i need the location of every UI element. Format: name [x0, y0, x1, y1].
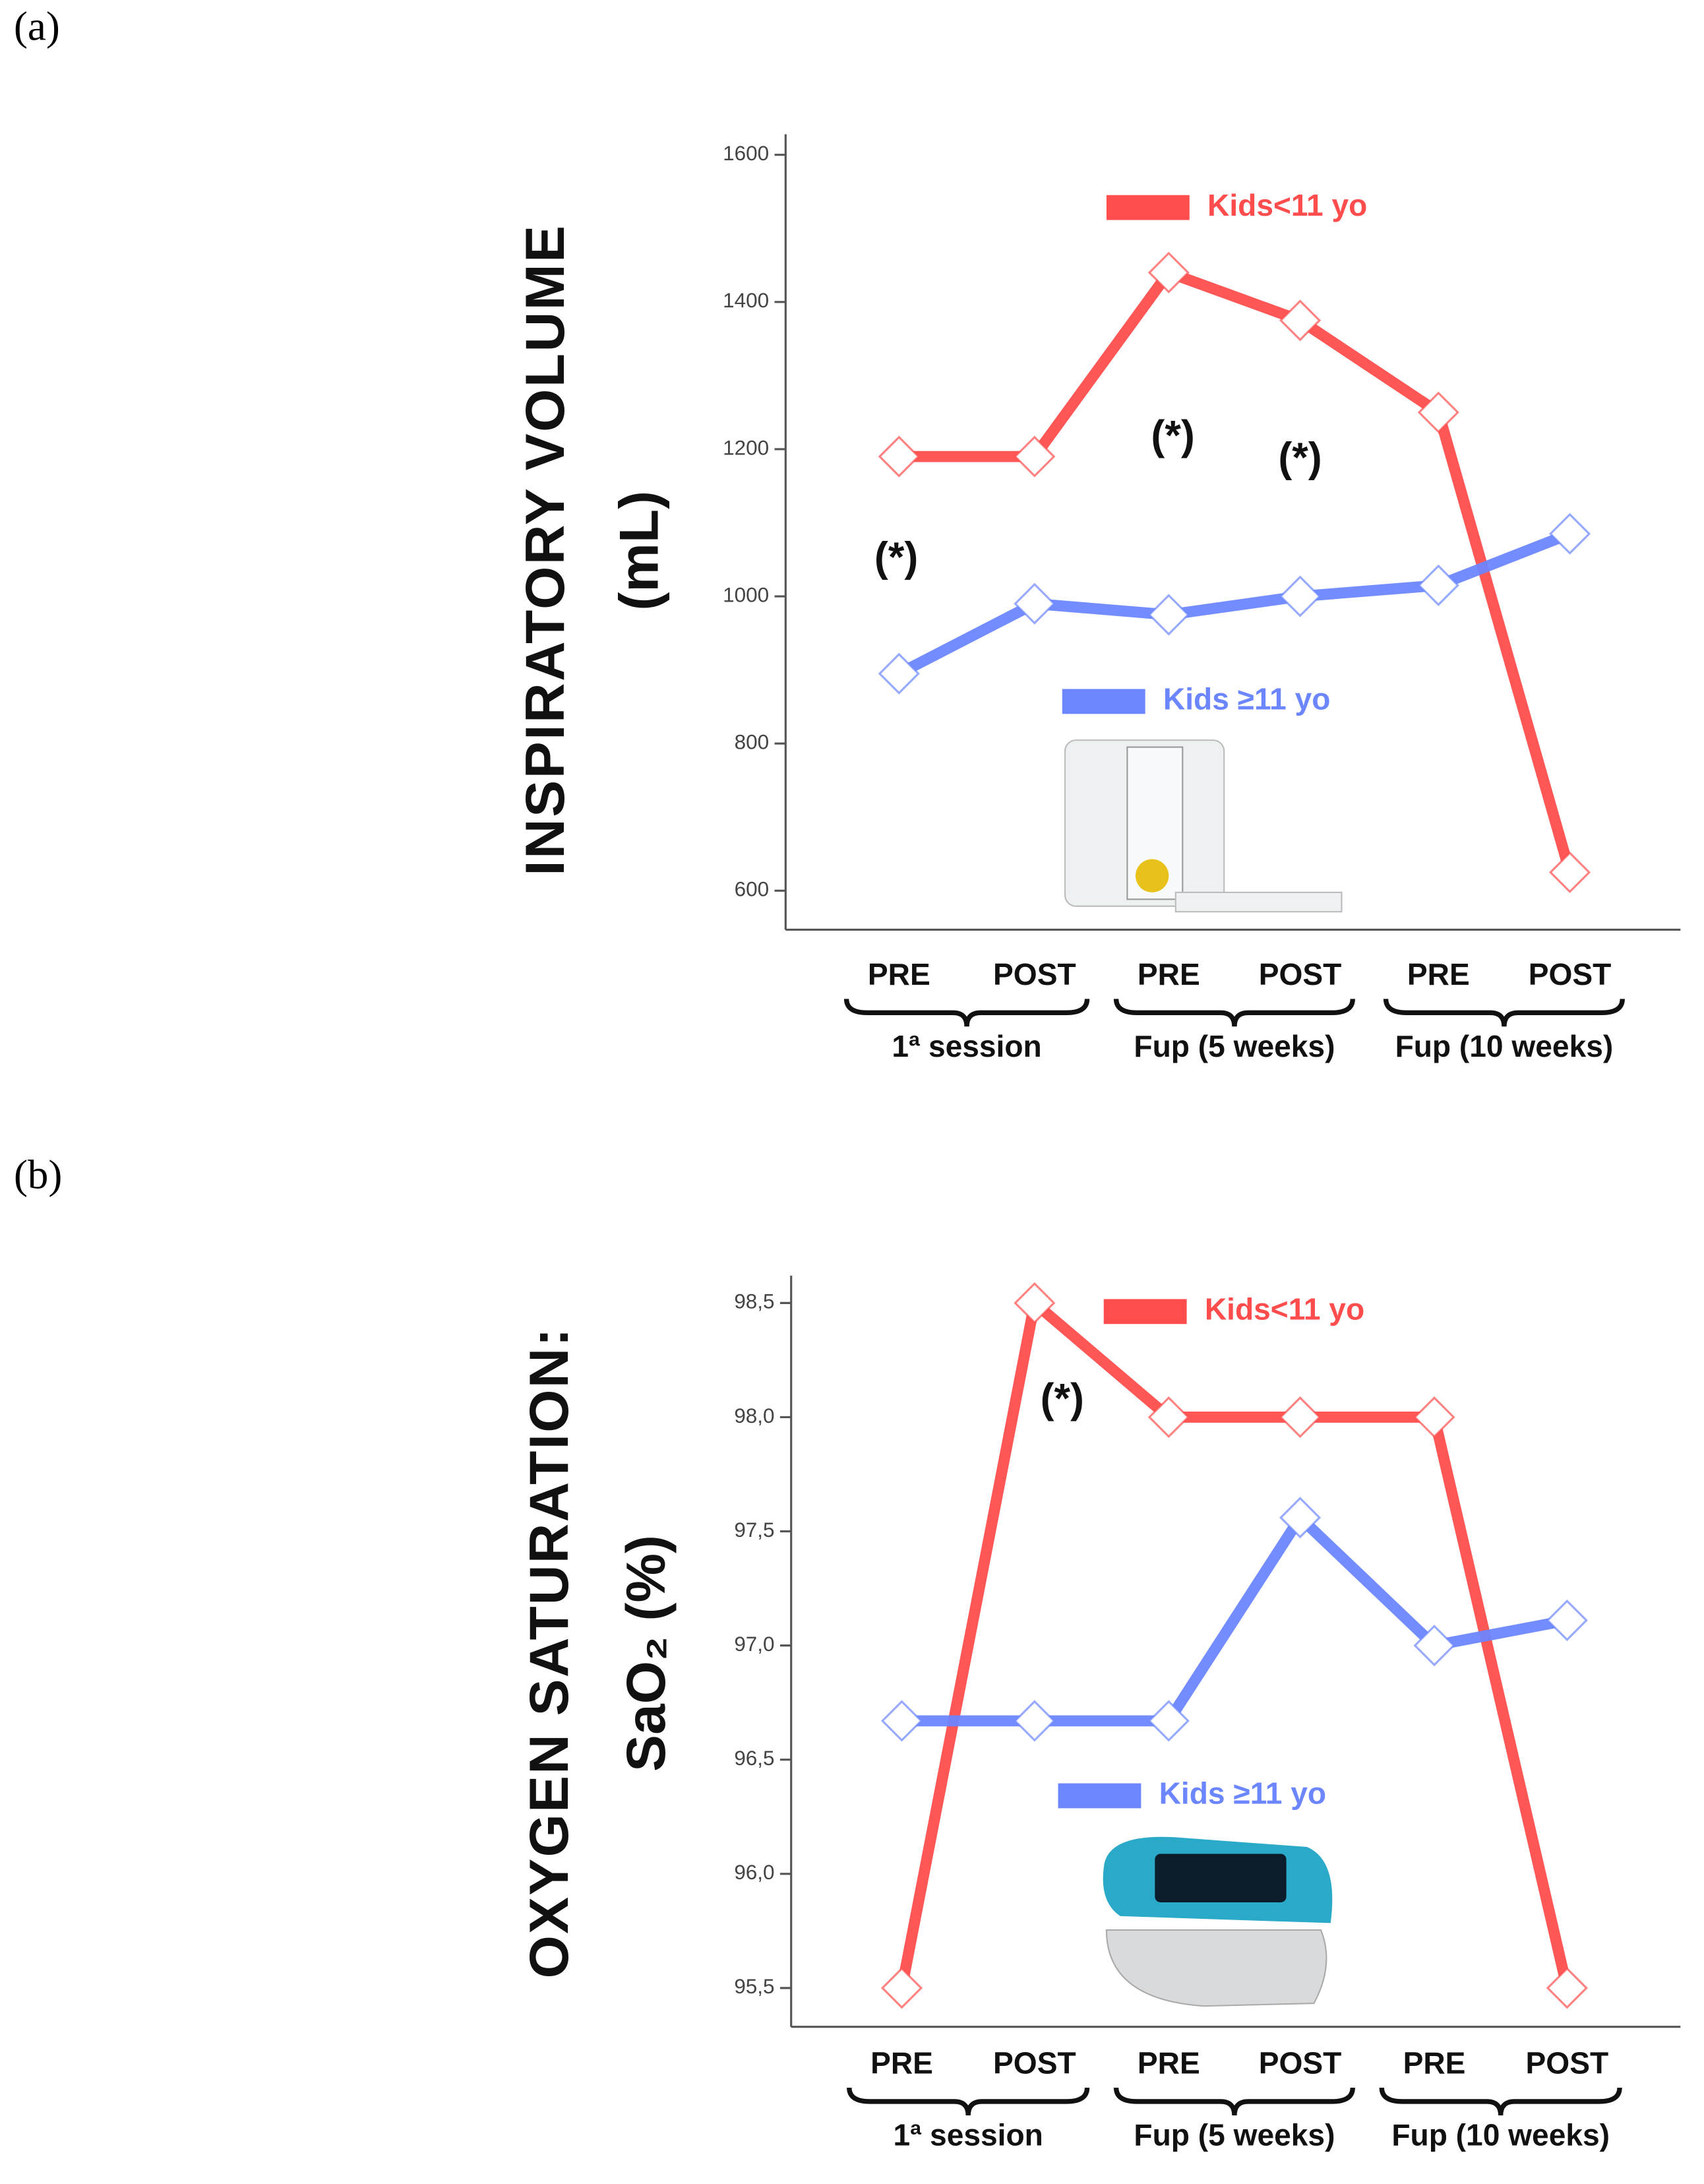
data-point	[1279, 299, 1322, 342]
legend-swatch	[1103, 1299, 1187, 1325]
legend-swatch	[1062, 689, 1145, 714]
y-tick-label: 600	[735, 878, 769, 901]
data-point	[1548, 851, 1591, 894]
x-tick-label: PRE	[870, 2046, 933, 2080]
group-label: 1ª session	[892, 1029, 1041, 1063]
group-label: 1ª session	[894, 2118, 1043, 2152]
annotation: (*)	[1041, 1375, 1084, 1421]
y-tick-label: 96,0	[734, 1861, 774, 1884]
x-tick-label: PRE	[1403, 2046, 1466, 2080]
data-point	[878, 652, 920, 695]
data-point	[1279, 575, 1322, 617]
group-brace	[847, 2087, 1090, 2116]
data-point	[1413, 1625, 1455, 1667]
data-point	[880, 1967, 923, 2009]
y-tick-label: 1600	[723, 142, 769, 165]
y-tick-label: 1000	[723, 583, 769, 606]
data-point	[880, 1700, 923, 1742]
data-point	[1546, 1599, 1588, 1642]
y-tick-label: 98,5	[734, 1290, 774, 1313]
x-tick-label: PRE	[868, 957, 930, 991]
data-point	[1417, 564, 1459, 606]
series-line	[899, 266, 1575, 874]
x-tick-label: PRE	[1138, 957, 1200, 991]
y-tick-label: 96,5	[734, 1747, 774, 1770]
y-tick-label: 1200	[723, 436, 769, 459]
y-axis-label: SaO₂ (%)	[615, 1535, 677, 1772]
x-tick-label: POST	[1529, 957, 1612, 991]
x-tick-label: POST	[1259, 2046, 1342, 2080]
data-point	[878, 435, 920, 478]
data-point	[1147, 1396, 1190, 1439]
annotation: (*)	[874, 534, 918, 580]
group-label: Fup (10 weeks)	[1395, 1029, 1614, 1063]
data-point	[1279, 1497, 1322, 1539]
data-point	[1014, 435, 1056, 478]
x-tick-label: POST	[1526, 2046, 1609, 2080]
annotation: (*)	[1151, 413, 1194, 459]
group-label: Fup (10 weeks)	[1391, 2118, 1610, 2152]
group-brace	[1113, 2087, 1355, 2116]
x-tick-label: PRE	[1138, 2046, 1200, 2080]
data-point	[1548, 513, 1591, 555]
panel-label: (a)	[14, 3, 60, 49]
data-point	[1147, 594, 1190, 636]
data-point	[1014, 1282, 1056, 1324]
legend-label: Kids ≥11 yo	[1163, 682, 1330, 716]
spirometer-image	[1064, 739, 1343, 913]
group-label: Fup (5 weeks)	[1134, 1029, 1335, 1063]
group-brace	[1383, 999, 1625, 1027]
data-point	[1014, 582, 1056, 625]
legend-label: Kids<11 yo	[1207, 188, 1367, 222]
group-brace	[1113, 999, 1355, 1027]
y-tick-label: 97,0	[734, 1633, 774, 1656]
group-brace	[1379, 2087, 1622, 2116]
y-tick-label: 97,5	[734, 1518, 774, 1542]
y-axis-label: OXYGEN SATURATION:	[518, 1328, 580, 1979]
panel-label: (b)	[14, 1151, 62, 1197]
data-point	[1417, 391, 1459, 433]
series-line	[901, 1512, 1568, 1727]
y-axis-label: INSPIRATORY VOLUME	[514, 226, 576, 876]
data-point	[1147, 251, 1190, 294]
series-line	[896, 1297, 1573, 1989]
annotation: (*)	[1278, 435, 1322, 481]
data-point	[1147, 1700, 1190, 1742]
y-tick-label: 1400	[723, 289, 769, 312]
y-tick-label: 800	[735, 731, 769, 754]
y-tick-label: 95,5	[734, 1975, 774, 1998]
series-line	[896, 528, 1572, 679]
group-brace	[843, 999, 1090, 1027]
x-tick-label: PRE	[1407, 957, 1470, 991]
x-tick-label: POST	[1259, 957, 1342, 991]
data-point	[1014, 1700, 1056, 1742]
group-label: Fup (5 weeks)	[1134, 2118, 1335, 2152]
legend-label: Kids<11 yo	[1205, 1292, 1364, 1326]
y-tick-label: 98,0	[734, 1404, 774, 1427]
x-tick-label: POST	[993, 957, 1076, 991]
x-tick-label: POST	[993, 2046, 1076, 2080]
data-point	[1413, 1396, 1455, 1439]
oximeter-image	[1103, 1836, 1333, 2007]
legend-swatch	[1058, 1783, 1141, 1809]
legend-label: Kids ≥11 yo	[1159, 1776, 1326, 1811]
legend-swatch	[1106, 195, 1190, 220]
data-point	[1279, 1396, 1322, 1439]
data-point	[1546, 1967, 1588, 2009]
y-axis-label: (mL)	[607, 491, 669, 611]
